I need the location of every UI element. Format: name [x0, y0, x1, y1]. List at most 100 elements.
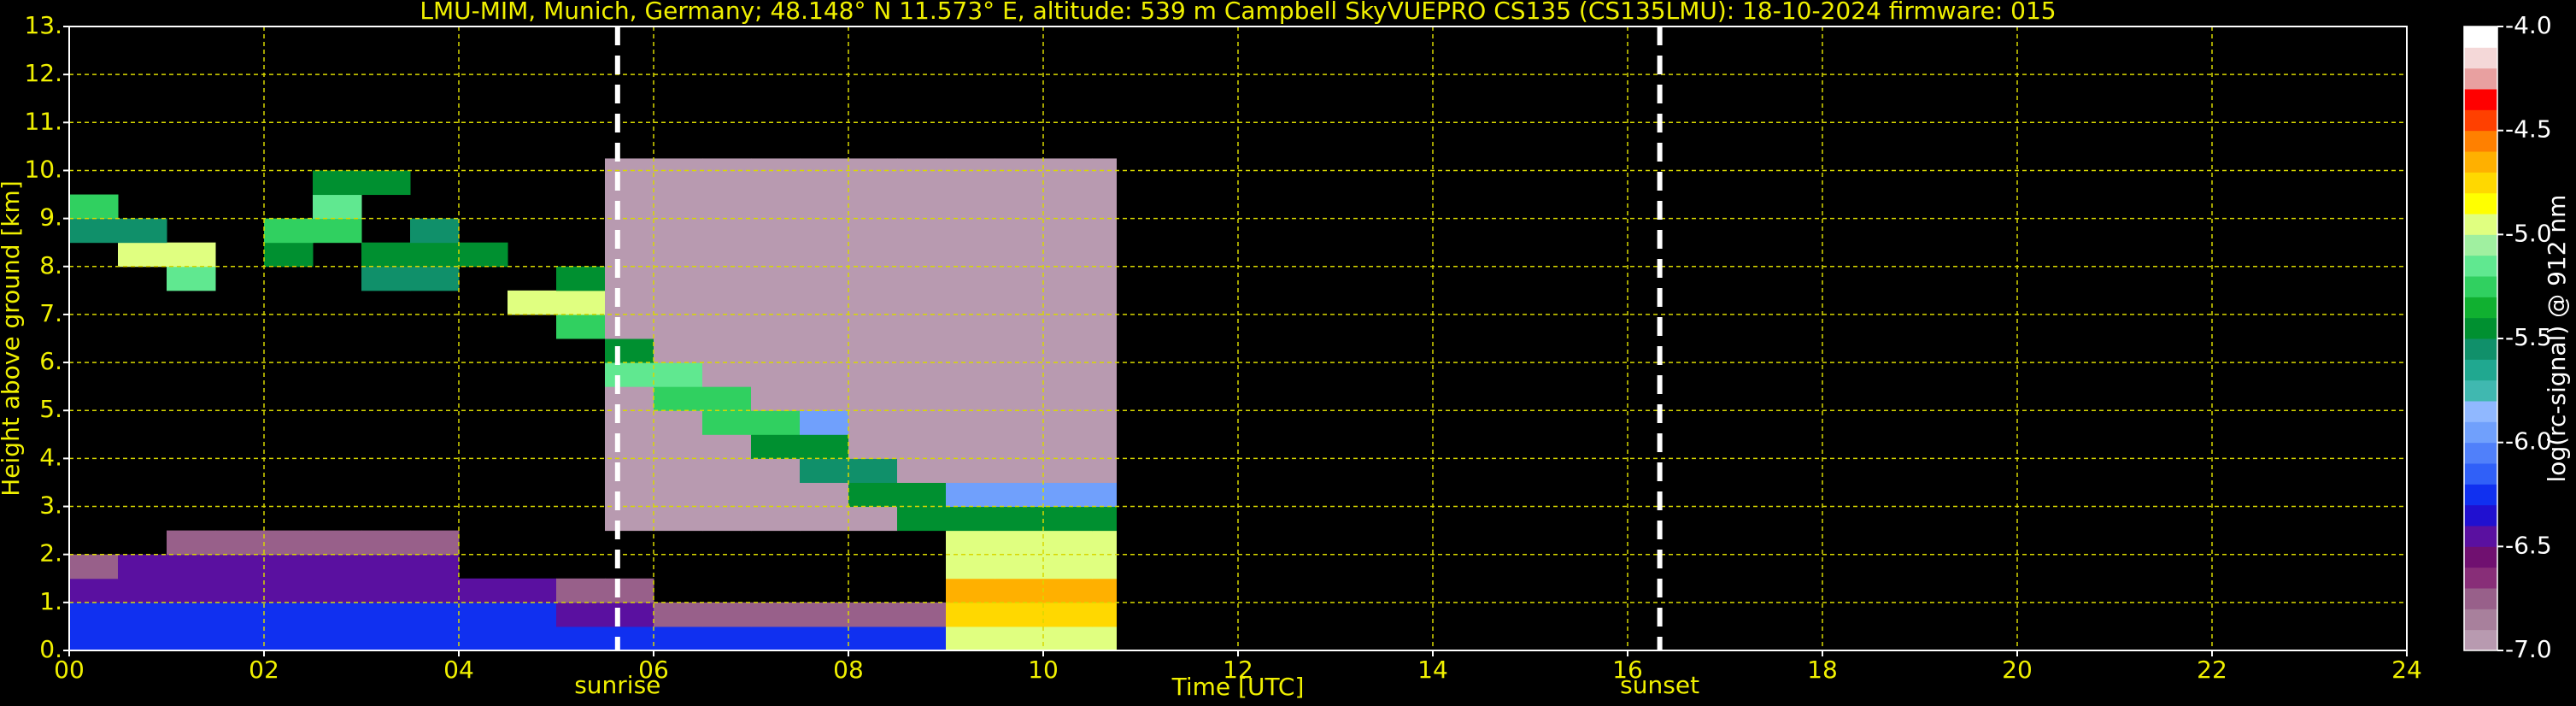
colorbar-tick-label: -7.0: [2505, 635, 2552, 663]
x-tick-label: 12: [1223, 656, 1253, 684]
heatmap-cell: [1092, 158, 1117, 171]
heatmap-cell: [702, 242, 752, 268]
heatmap-cell: [1043, 158, 1093, 171]
heatmap-cell: [800, 410, 849, 435]
heatmap-cell: [1043, 434, 1093, 459]
heatmap-cell: [702, 362, 752, 387]
heatmap-cell: [556, 266, 606, 291]
heatmap-cell: [751, 602, 801, 627]
colorbar-segment: [2464, 442, 2497, 464]
colorbar-segment: [2464, 26, 2497, 48]
heatmap-cell: [1043, 578, 1093, 603]
heatmap-cell: [410, 602, 460, 627]
y-tick-label: 13.: [24, 11, 62, 39]
heatmap-cell: [751, 266, 801, 291]
heatmap-cell: [1092, 578, 1117, 603]
colorbar-segment: [2464, 401, 2497, 422]
heatmap-cell: [897, 386, 947, 411]
x-tick-label: 18: [1807, 656, 1838, 684]
heatmap-cell: [995, 578, 1044, 603]
heatmap-cell: [361, 602, 411, 627]
heatmap-cell: [897, 338, 947, 363]
heatmap-cell: [69, 626, 119, 651]
y-tick-label: 9.: [39, 203, 62, 232]
heatmap-cell: [946, 578, 995, 603]
heatmap-cell: [605, 158, 654, 171]
heatmap-cell: [1092, 626, 1117, 651]
heatmap-cell: [995, 410, 1044, 435]
heatmap-cell: [410, 554, 460, 580]
heatmap-cell: [946, 554, 995, 580]
heatmap-cell: [167, 266, 216, 291]
heatmap-cell: [167, 578, 216, 603]
heatmap-cell: [848, 314, 898, 339]
heatmap-cell: [751, 482, 801, 508]
heatmap-cell: [264, 626, 314, 651]
y-tick-label: 5.: [39, 395, 62, 423]
heatmap-cell: [605, 314, 654, 339]
colorbar-segment: [2464, 484, 2497, 506]
heatmap-cell: [800, 170, 849, 196]
colorbar-segment: [2464, 609, 2497, 631]
heatmap-cell: [264, 218, 314, 244]
heatmap-cell: [1043, 218, 1093, 244]
heatmap-cell: [995, 386, 1044, 411]
heatmap-cell: [264, 578, 314, 603]
heatmap-cell: [508, 626, 557, 651]
heatmap-cell: [313, 554, 362, 580]
heatmap-cell: [848, 242, 898, 268]
heatmap-cell: [1043, 554, 1093, 580]
heatmap-cell: [459, 602, 508, 627]
sun-event-label: sunset: [1620, 671, 1699, 699]
heatmap-cell: [848, 218, 898, 244]
heatmap-cell: [1043, 170, 1093, 196]
heatmap-cell: [995, 314, 1044, 339]
heatmap-cell: [1092, 266, 1117, 291]
heatmap-cell: [897, 290, 947, 315]
heatmap-cell: [1043, 410, 1093, 435]
heatmap-cell: [946, 410, 995, 435]
heatmap-cell: [361, 578, 411, 603]
heatmap-cell: [654, 194, 703, 220]
heatmap-cell: [751, 434, 801, 459]
x-tick-label: 04: [443, 656, 474, 684]
heatmap-cell: [605, 386, 654, 411]
heatmap-cell: [702, 338, 752, 363]
heatmap-cell: [702, 266, 752, 291]
heatmap-cell: [605, 506, 654, 532]
colorbar-tick-label: -5.5: [2505, 323, 2552, 351]
heatmap-cell: [654, 410, 703, 435]
heatmap-cell: [1043, 362, 1093, 387]
heatmap-cell: [848, 458, 898, 483]
heatmap-cell: [1092, 338, 1117, 363]
heatmap-cell: [995, 482, 1044, 508]
colorbar-segment: [2464, 504, 2497, 527]
heatmap-cell: [897, 434, 947, 459]
colorbar-segment: [2464, 276, 2497, 297]
heatmap-cell: [848, 266, 898, 291]
heatmap-cell: [995, 506, 1044, 532]
heatmap-cell: [800, 506, 849, 532]
heatmap-cell: [995, 530, 1044, 556]
heatmap-cell: [361, 242, 411, 268]
heatmap-cell: [946, 530, 995, 556]
x-tick-label: 00: [54, 656, 85, 684]
heatmap-cell: [800, 158, 849, 171]
colorbar-segment: [2464, 214, 2497, 235]
heatmap-cell: [69, 554, 119, 580]
heatmap-cell: [848, 602, 898, 627]
heatmap-cell: [167, 242, 216, 268]
heatmap-cell: [897, 626, 947, 651]
heatmap-cell: [702, 290, 752, 315]
heatmap-cell: [848, 338, 898, 363]
heatmap-cell: [215, 554, 265, 580]
heatmap-cell: [1043, 242, 1093, 268]
heatmap-cell: [848, 434, 898, 459]
heatmap-cell: [361, 626, 411, 651]
heatmap-cell: [556, 578, 606, 603]
heatmap-cell: [800, 266, 849, 291]
heatmap-cell: [118, 602, 167, 627]
heatmap-cell: [118, 218, 167, 244]
heatmap-cell: [1043, 338, 1093, 363]
heatmap-cell: [1043, 626, 1093, 651]
